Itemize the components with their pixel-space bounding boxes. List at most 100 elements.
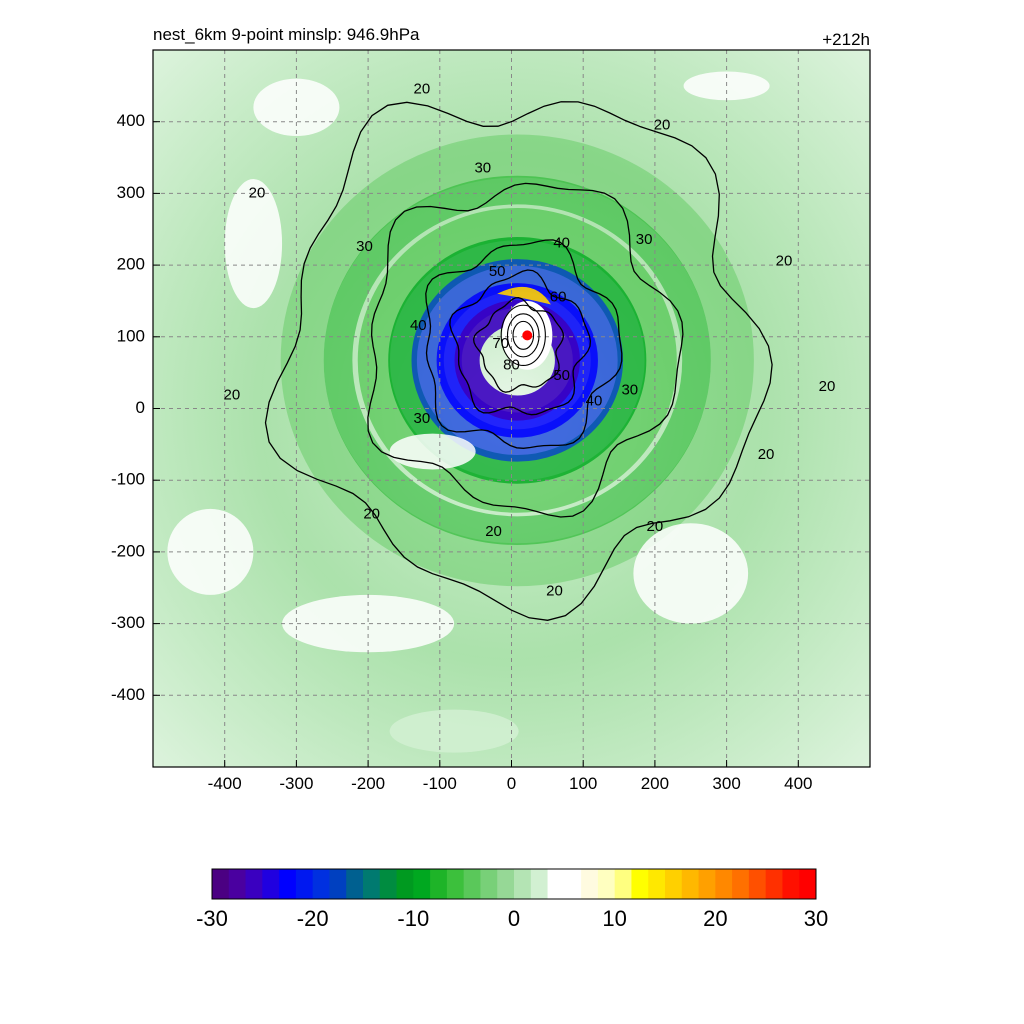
colorbar-swatch — [514, 869, 532, 899]
x-tick-label: 400 — [784, 774, 812, 793]
plot-area: 20 20 20 20 20 20 20 20 20 20 20 30 30 30 30 30 40 40 40 50… — [153, 50, 870, 767]
field-band — [357, 208, 677, 513]
contour-label: 20 — [819, 378, 836, 395]
field-patch — [389, 433, 476, 470]
contour-label: 20 — [249, 184, 266, 201]
colorbar-tick-label: -30 — [196, 906, 228, 931]
contour-label: 60 — [550, 288, 567, 305]
colorbar-swatch — [346, 869, 364, 899]
x-tick-label: 300 — [712, 774, 740, 793]
colorbar-swatch — [648, 869, 666, 899]
colorbar-swatch — [782, 869, 800, 899]
storm-center-layer — [522, 330, 533, 341]
colorbar-swatch — [228, 869, 247, 899]
colorbar-swatch — [597, 869, 616, 899]
colorbar-swatch — [295, 869, 314, 899]
colorbar-swatch — [799, 869, 817, 899]
colorbar-swatch — [480, 869, 498, 899]
contour-20 — [264, 101, 773, 621]
contour-label: 20 — [776, 252, 793, 269]
colorbar-swatch — [446, 869, 465, 899]
y-axis-ticks: 400 300 200 100 0 -100 -200 -300 -400 — [111, 111, 160, 704]
y-tick-label: 100 — [117, 326, 145, 345]
x-axis-ticks: -400 -300 -200 -100 0 100 200 300 400 — [208, 760, 812, 793]
colorbar-swatch — [279, 869, 297, 899]
x-tick-label: 100 — [569, 774, 597, 793]
contour-label: 40 — [553, 235, 570, 252]
colorbar-swatch — [312, 869, 330, 899]
y-tick-label: 300 — [117, 183, 145, 202]
contour-label: 30 — [636, 231, 653, 248]
x-tick-label: 200 — [641, 774, 669, 793]
colorbar-tick-label: -20 — [297, 906, 329, 931]
contour-50 — [449, 269, 592, 416]
field-band — [323, 175, 711, 545]
colorbar-tick-label: -10 — [397, 906, 429, 931]
contour-inner — [506, 313, 540, 358]
colorbar-swatch — [715, 869, 733, 899]
colorbar-swatch — [581, 869, 599, 899]
contour-inner — [500, 304, 546, 367]
colorbar-tick-label: 10 — [602, 906, 626, 931]
contour-label: 30 — [414, 410, 431, 427]
field-patch — [224, 179, 283, 309]
storm-center-marker — [522, 330, 533, 341]
y-tick-label: -400 — [111, 685, 145, 704]
chart-title: nest_6km 9-point minslp: 946.9hPa — [153, 25, 420, 44]
contour-label: 70 — [492, 335, 509, 352]
contour-label: 40 — [586, 392, 603, 409]
contour-label: 30 — [621, 382, 638, 399]
colorbar-swatch — [329, 869, 347, 899]
contour-label: 20 — [363, 506, 380, 523]
contour-label: 50 — [553, 367, 570, 384]
contour-label: 20 — [758, 446, 775, 463]
colorbar-swatch — [379, 869, 398, 899]
contour-labels: 20 20 20 20 20 20 20 20 20 20 20 30 30 30 30 30 40 40 40 50… — [224, 80, 836, 599]
colorbar-swatch — [413, 869, 431, 899]
contour-label: 20 — [647, 518, 664, 535]
colorbar-swatch — [765, 869, 783, 899]
colorbar-tick-label: 20 — [703, 906, 727, 931]
contour-label: 50 — [489, 263, 506, 280]
colorbar-swatch — [748, 869, 767, 899]
colorbar-swatch — [363, 869, 381, 899]
forecast-hour-label: +212h — [822, 30, 870, 49]
x-tick-label: -400 — [208, 774, 242, 793]
x-tick-label: 0 — [507, 774, 516, 793]
contour-label: 20 — [546, 582, 563, 599]
contour-label: 20 — [654, 116, 671, 133]
field-band — [280, 134, 754, 587]
x-tick-label: -100 — [423, 774, 457, 793]
colorbar-swatch — [396, 869, 414, 899]
colorbar-swatch — [665, 869, 683, 899]
contour-inner — [512, 320, 535, 350]
colorbar-swatch — [530, 869, 549, 899]
y-tick-label: 200 — [117, 255, 145, 274]
colorbar-swatch — [212, 869, 230, 899]
colorbar-swatch — [430, 869, 448, 899]
y-tick-label: 0 — [136, 398, 145, 417]
wind-contours — [264, 101, 773, 621]
field-band — [388, 237, 647, 484]
y-tick-label: -300 — [111, 613, 145, 632]
warm-anomaly — [497, 286, 551, 305]
colorbar-swatch — [681, 869, 700, 899]
colorbar-swatch — [463, 869, 481, 899]
colorbar-swatch — [732, 869, 750, 899]
contour-label: 80 — [503, 356, 520, 373]
contour-label: 40 — [410, 317, 427, 334]
contour-label: 20 — [224, 387, 241, 404]
field-patch — [633, 523, 749, 624]
colorbar-swatch — [497, 869, 515, 899]
colorbar-swatch — [564, 869, 582, 899]
contour-label: 20 — [485, 523, 502, 540]
contour-30 — [367, 182, 684, 518]
shaded-field — [153, 50, 870, 767]
colorbar: -30 -20 -10 0 10 20 30 — [196, 868, 828, 931]
colorbar-frame — [211, 868, 817, 900]
contour-40 — [425, 239, 623, 449]
y-tick-label: 400 — [117, 111, 145, 130]
colorbar-swatch — [698, 869, 716, 899]
field-patch — [389, 709, 519, 753]
